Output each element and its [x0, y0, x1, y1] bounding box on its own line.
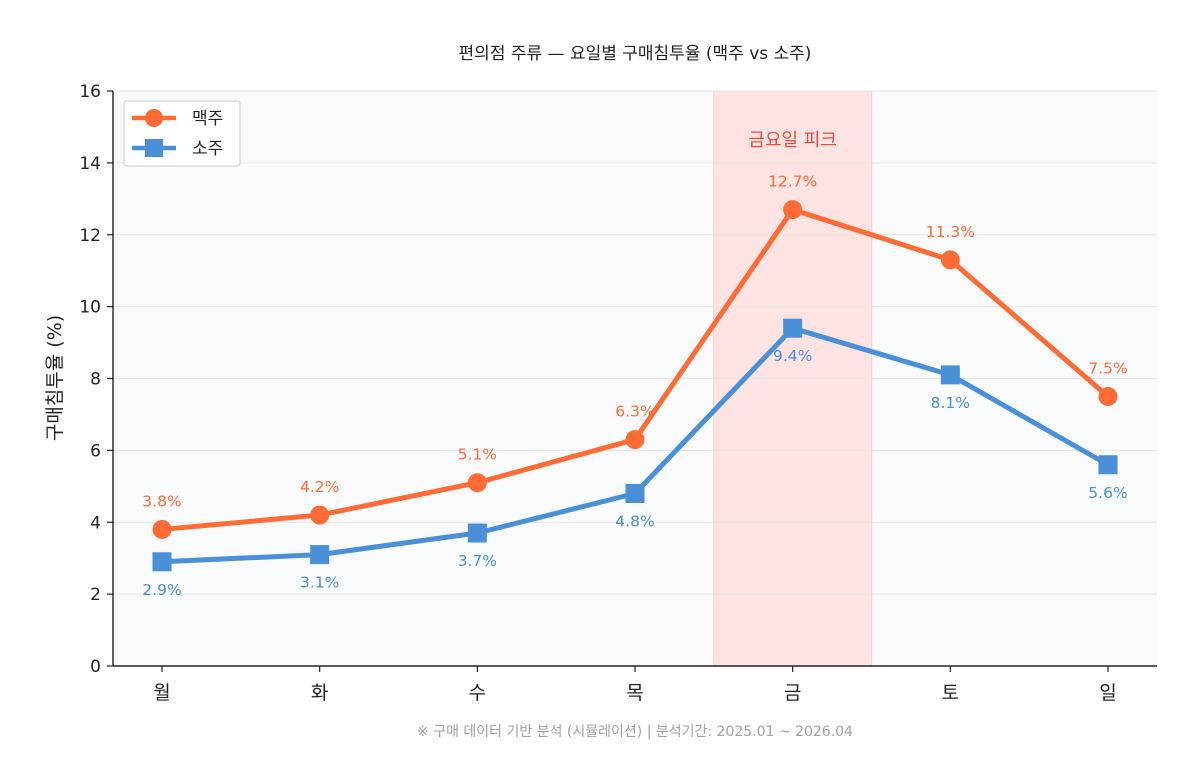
data-point	[940, 250, 960, 270]
grid-layer	[113, 90, 1157, 595]
legend: 맥주 소주	[123, 100, 241, 167]
y-axis-label: 구매침투율 (%)	[44, 315, 66, 441]
data-label: 8.1%	[931, 394, 970, 412]
x-tick-label: 토	[942, 682, 959, 704]
data-point	[467, 473, 487, 493]
data-point	[310, 545, 330, 565]
legend-label-soju: 소주	[192, 139, 223, 159]
footnote: ※ 구매 데이터 기반 분석 (시뮬레이션) | 분석기간: 2025.01 ~…	[417, 724, 853, 740]
legend-label-beer: 맥주	[192, 109, 223, 129]
y-tick-label: 10	[79, 298, 101, 318]
data-point	[783, 318, 803, 338]
x-tick-label: 월	[153, 682, 170, 704]
data-label: 2.9%	[142, 581, 181, 599]
data-label: 5.6%	[1088, 484, 1127, 502]
data-label: 3.7%	[458, 552, 497, 570]
chart-title: 편의점 주류 — 요일별 구매침투율 (맥주 vs 소주)	[459, 44, 812, 64]
series-layer	[152, 200, 1118, 572]
y-tick-label: 0	[90, 657, 101, 677]
data-label: 11.3%	[926, 223, 975, 241]
legend-marker-beer	[145, 109, 163, 127]
data-point	[783, 200, 803, 220]
x-tick-label: 일	[1099, 682, 1116, 704]
data-labels: 3.8% 4.2% 5.1% 6.3% 12.7% 11.3% 7.5% 2.9% 3.1% 3.…	[142, 173, 1127, 599]
y-tick-label: 8	[90, 370, 101, 390]
data-label: 12.7%	[768, 173, 817, 191]
y-tick-label: 6	[90, 441, 101, 461]
y-tick-label: 12	[79, 226, 101, 246]
data-label: 3.1%	[300, 574, 339, 592]
data-point	[1098, 455, 1118, 475]
data-point	[940, 365, 960, 385]
y-tick-label: 4	[90, 513, 101, 533]
data-point	[1098, 386, 1118, 406]
data-label: 3.8%	[142, 492, 181, 510]
data-label: 4.8%	[615, 513, 654, 531]
y-tick-label: 2	[90, 585, 101, 605]
x-tick-label: 화	[311, 682, 328, 704]
data-point	[625, 484, 645, 503]
x-tick-label: 수	[469, 682, 486, 704]
x-tick-label: 목	[626, 682, 643, 704]
data-label: 7.5%	[1088, 359, 1127, 377]
data-label: 6.3%	[615, 403, 654, 421]
y-ticks: 0 2 4 6 8 10 12 14 16	[79, 82, 113, 677]
data-point	[310, 505, 330, 525]
data-label: 5.1%	[458, 446, 497, 464]
y-tick-label: 14	[79, 154, 101, 174]
data-point	[152, 552, 172, 572]
data-point	[152, 519, 172, 539]
data-label: 4.2%	[300, 478, 339, 496]
highlight-label: 금요일 피크	[748, 130, 837, 151]
data-point	[467, 523, 487, 543]
y-tick-label: 16	[79, 82, 101, 102]
data-label: 9.4%	[773, 347, 812, 365]
legend-marker-soju	[145, 139, 163, 157]
x-tick-label: 금	[784, 682, 801, 704]
data-point	[625, 430, 645, 450]
